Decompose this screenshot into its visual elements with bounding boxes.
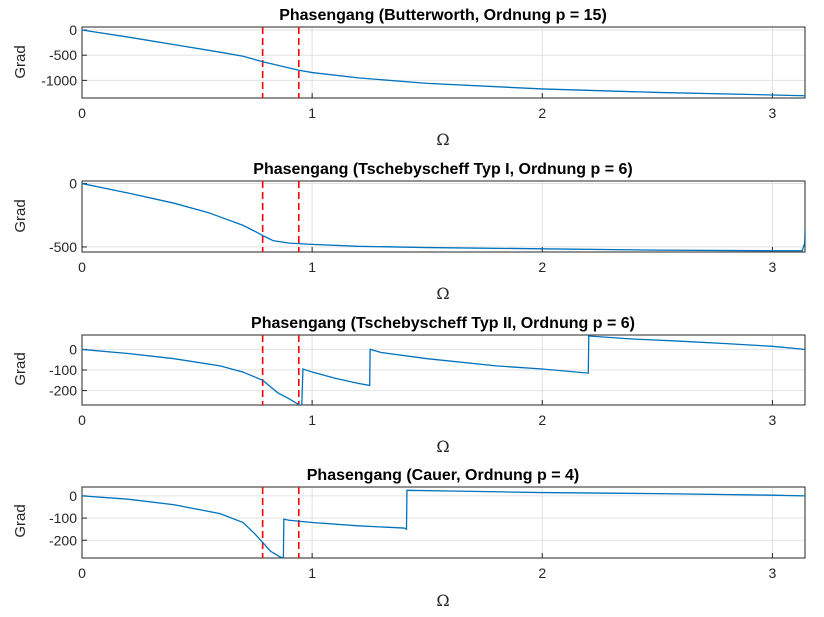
x-tick-label: 0	[78, 412, 86, 428]
chart-title: Phasengang (Tschebyscheff Typ I, Ordnung…	[253, 161, 632, 178]
y-axis-label: Grad	[12, 352, 29, 385]
y-axis-label: Grad	[12, 45, 29, 78]
x-tick-label: 2	[538, 259, 546, 275]
x-tick-label: 0	[78, 565, 86, 581]
x-axis-label: Ω	[436, 591, 449, 610]
x-tick-label: 2	[538, 105, 546, 121]
x-tick-label: 0	[78, 259, 86, 275]
x-tick-label: 1	[308, 259, 316, 275]
x-tick-label: 2	[538, 565, 546, 581]
phase-series-line	[82, 29, 805, 97]
subplot-tschebyscheff-2: Phasengang (Tschebyscheff Typ II, Ordnun…	[12, 315, 806, 456]
y-tick-label: -200	[49, 383, 77, 399]
y-tick-label: -200	[49, 532, 77, 548]
chart-title: Phasengang (Cauer, Ordnung p = 4)	[307, 467, 579, 484]
x-tick-label: 3	[769, 565, 777, 581]
x-tick-label: 3	[769, 412, 777, 428]
x-tick-label: 3	[769, 259, 777, 275]
subplot-cauer: Phasengang (Cauer, Ordnung p = 4) Grad Ω…	[12, 467, 806, 610]
subplot-butterworth: Phasengang (Butterworth, Ordnung p = 15)…	[12, 7, 806, 149]
y-tick-label: 0	[69, 488, 77, 504]
x-axis-label: Ω	[436, 284, 449, 303]
phase-series-line	[82, 182, 805, 252]
y-tick-label: 0	[69, 22, 77, 38]
y-tick-label: -500	[49, 239, 77, 255]
subplot-tschebyscheff-1: Phasengang (Tschebyscheff Typ I, Ordnung…	[12, 161, 806, 303]
x-tick-label: 0	[78, 105, 86, 121]
y-tick-label: -100	[49, 510, 77, 526]
x-tick-label: 1	[308, 412, 316, 428]
axes-box	[81, 180, 806, 253]
axes-box	[81, 486, 806, 559]
phase-series-line	[82, 489, 805, 558]
chart-title: Phasengang (Tschebyscheff Typ II, Ordnun…	[251, 315, 635, 332]
axes-box	[81, 26, 806, 99]
y-tick-label: -100	[49, 362, 77, 378]
y-tick-label: 0	[69, 176, 77, 192]
x-axis-label: Ω	[436, 437, 449, 456]
x-tick-label: 1	[308, 565, 316, 581]
phase-series-line	[82, 335, 805, 405]
y-tick-label: -500	[49, 47, 77, 63]
x-tick-label: 2	[538, 412, 546, 428]
y-axis-label: Grad	[12, 199, 29, 232]
x-axis-label: Ω	[436, 130, 449, 149]
y-tick-label: 0	[69, 341, 77, 357]
chart-title: Phasengang (Butterworth, Ordnung p = 15)	[279, 7, 607, 24]
y-tick-label: -1000	[41, 72, 77, 88]
x-tick-label: 3	[769, 105, 777, 121]
y-axis-label: Grad	[12, 504, 29, 537]
x-tick-label: 1	[308, 105, 316, 121]
